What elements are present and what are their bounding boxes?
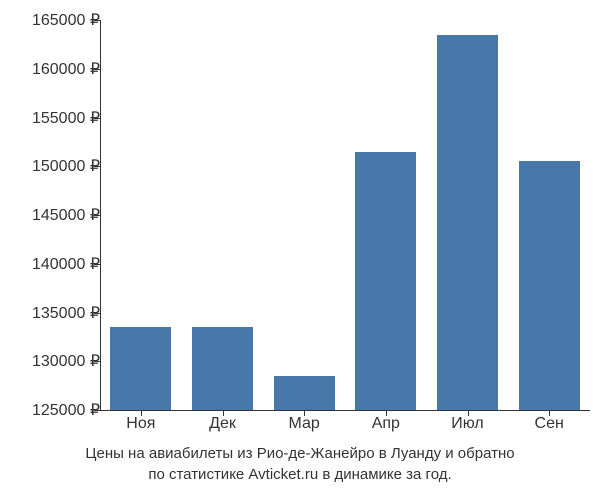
caption-line-2: по статистике Avticket.ru в динамике за … xyxy=(0,464,600,485)
x-tick xyxy=(223,410,224,416)
bar xyxy=(355,152,416,410)
y-tick xyxy=(94,166,100,167)
bar xyxy=(274,376,335,410)
x-axis-label: Апр xyxy=(372,415,400,433)
y-axis-label: 135000 ₽ xyxy=(32,303,100,323)
y-tick xyxy=(94,361,100,362)
bar xyxy=(192,327,253,410)
y-axis-line xyxy=(100,20,101,410)
chart-caption: Цены на авиабилеты из Рио-де-Жанейро в Л… xyxy=(0,443,600,485)
y-tick xyxy=(94,20,100,21)
y-axis-label: 130000 ₽ xyxy=(32,351,100,371)
x-tick xyxy=(304,410,305,416)
y-tick xyxy=(94,69,100,70)
x-axis-label: Мар xyxy=(289,415,320,433)
x-axis-label: Сен xyxy=(535,415,564,433)
y-axis-label: 150000 ₽ xyxy=(32,156,100,176)
x-axis-label: Июл xyxy=(451,415,483,433)
x-tick xyxy=(468,410,469,416)
x-tick xyxy=(141,410,142,416)
x-tick xyxy=(386,410,387,416)
x-axis-line xyxy=(100,410,590,411)
y-axis-label: 165000 ₽ xyxy=(32,10,100,30)
caption-line-1: Цены на авиабилеты из Рио-де-Жанейро в Л… xyxy=(0,443,600,464)
bar xyxy=(110,327,171,410)
price-chart: 125000 ₽ 130000 ₽ 135000 ₽ 140000 ₽ 145000 ₽… xyxy=(0,0,600,500)
y-axis-label: 125000 ₽ xyxy=(32,400,100,420)
y-axis-label: 155000 ₽ xyxy=(32,108,100,128)
y-tick xyxy=(94,118,100,119)
y-tick xyxy=(94,313,100,314)
y-axis-label: 145000 ₽ xyxy=(32,205,100,225)
bar xyxy=(437,35,498,410)
x-axis-label: Ноя xyxy=(126,415,155,433)
x-tick xyxy=(549,410,550,416)
y-tick xyxy=(94,264,100,265)
y-tick xyxy=(94,215,100,216)
y-axis-label: 140000 ₽ xyxy=(32,254,100,274)
y-tick xyxy=(94,410,100,411)
bar xyxy=(519,161,580,410)
x-axis-label: Дек xyxy=(209,415,236,433)
y-axis-label: 160000 ₽ xyxy=(32,59,100,79)
